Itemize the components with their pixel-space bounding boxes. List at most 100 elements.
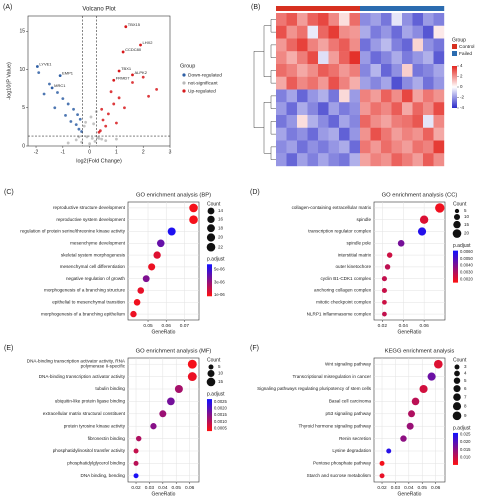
chart-title: Volcano Plot <box>82 7 116 13</box>
heatmap-cell <box>318 64 329 77</box>
colorbar-tick-label: 0.015 <box>460 447 471 452</box>
y-tick-label: Pentose phosphate pathway <box>313 461 372 466</box>
chart-title: KEGG enrichment analysis <box>385 349 455 355</box>
heatmap-cell <box>423 51 434 65</box>
x-tick-label: -2 <box>34 149 39 155</box>
heatmap-cell <box>391 13 403 26</box>
heatmap-cell <box>402 153 413 167</box>
dot <box>379 473 385 479</box>
size-legend-dot <box>452 402 462 411</box>
heatmap-cell <box>360 140 371 154</box>
heatmap-cell <box>412 51 424 65</box>
legend-label: Up-regulated <box>188 88 216 94</box>
heatmap-cell <box>307 51 319 65</box>
dot <box>189 203 198 213</box>
heatmap-cell <box>349 38 361 52</box>
legend-title: Group <box>180 63 195 69</box>
heatmap-cell <box>381 25 392 39</box>
heatmap-cell <box>318 115 329 128</box>
panel-label: (B) <box>251 4 260 11</box>
group-annotation <box>328 6 340 11</box>
gene-label: EMP1 <box>62 71 74 76</box>
labeled-point <box>35 65 39 68</box>
dot <box>382 311 387 317</box>
heatmap-cell <box>370 102 382 116</box>
dot <box>189 215 198 224</box>
heatmap-cell <box>318 38 329 52</box>
heatmap-cell <box>307 153 319 167</box>
size-legend-dot <box>453 385 461 393</box>
heatmap-cell <box>286 153 298 167</box>
heatmap-cell <box>391 140 403 154</box>
heatmap-cell <box>297 13 308 26</box>
point <box>66 102 70 106</box>
heatmap-cell <box>349 140 361 154</box>
point <box>88 142 92 146</box>
gene-label: FRMD7 <box>116 75 131 80</box>
legend-title: Count <box>453 357 467 363</box>
size-legend-dot <box>454 364 460 370</box>
legend-title: Count <box>453 201 467 207</box>
size-legend-label: 9 <box>464 413 467 418</box>
heatmap-cell <box>318 89 329 103</box>
size-legend-label: 20 <box>218 235 224 240</box>
heatmap-cell <box>412 64 424 77</box>
heatmap-cell <box>286 13 298 26</box>
y-tick-label: Starch and sucrose metabolism <box>307 473 372 478</box>
point <box>106 112 110 116</box>
legend-swatch <box>452 51 457 56</box>
point <box>123 106 126 110</box>
size-legend-dot <box>452 411 462 421</box>
size-legend-label: 10 <box>218 371 224 376</box>
point <box>82 124 86 128</box>
heatmap-cell <box>381 51 392 65</box>
x-tick-label: 0 <box>88 149 91 155</box>
dot <box>135 435 142 442</box>
size-legend-label: 14 <box>218 208 224 213</box>
heatmap-cell <box>276 64 287 77</box>
heatmap-cell <box>328 64 340 77</box>
heatmap-cell <box>412 140 424 154</box>
heatmap-cell <box>349 127 361 141</box>
dot <box>397 239 405 247</box>
heatmap-cell <box>370 153 382 167</box>
legend-title: p.adjust <box>453 243 471 249</box>
heatmap-cell <box>423 153 434 167</box>
heatmap-cell <box>307 127 319 141</box>
dot <box>137 287 145 294</box>
heatmap-cell <box>433 64 445 77</box>
dendrogram <box>253 19 276 160</box>
y-tick-label: spindle pole <box>346 241 371 246</box>
heatmap-cell <box>328 38 340 52</box>
colorbar-tick-label: 0.0015 <box>214 412 227 417</box>
heatmap-cell <box>391 76 403 90</box>
x-tick-label: 0.05 <box>143 323 153 329</box>
heatmap-cell <box>370 115 382 128</box>
heatmap-cell <box>381 102 392 116</box>
x-tick-label: 0.02 <box>131 485 141 491</box>
heatmap-cell <box>339 102 350 116</box>
size-legend-label: 5 <box>464 378 467 383</box>
heatmap-cell <box>286 115 298 128</box>
colorbar-tick-label: 0.010 <box>460 454 471 459</box>
point <box>66 141 70 145</box>
heatmap-cell <box>412 89 424 103</box>
heatmap-cell <box>423 13 434 26</box>
dot <box>434 359 443 369</box>
y-tick-label: 10 <box>19 67 25 73</box>
point <box>56 91 59 94</box>
group-annotation <box>412 6 424 11</box>
heatmap-cell <box>286 64 298 77</box>
heatmap-cell <box>360 89 371 103</box>
colorbar-tick-label: 1e-06 <box>214 292 225 297</box>
colorbar-tick-label: 0.0050 <box>460 256 473 261</box>
labeled-point <box>117 69 121 73</box>
x-tick-label: 0.07 <box>180 323 190 329</box>
legend-label: Failed <box>459 51 472 57</box>
group-annotation <box>349 6 361 11</box>
heatmap-cell <box>433 102 445 116</box>
heatmap-cell <box>360 51 371 65</box>
x-tick-label: 0.06 <box>431 485 441 491</box>
heatmap-cell <box>360 13 371 26</box>
plot-frame <box>373 357 446 483</box>
